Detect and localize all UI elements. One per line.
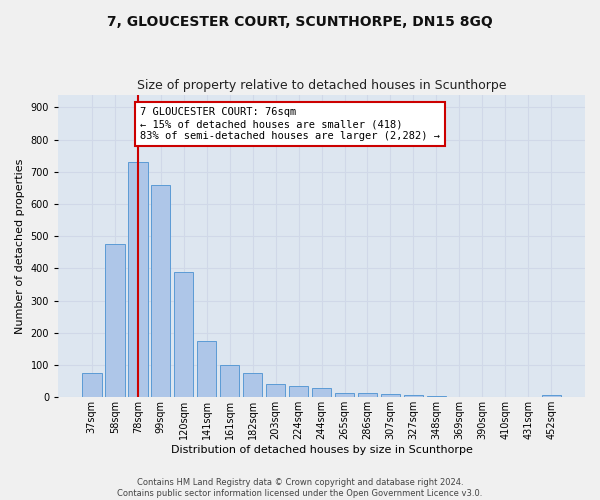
Bar [427, 396, 446, 398]
Bar [151, 184, 170, 398]
Text: 7, GLOUCESTER COURT, SCUNTHORPE, DN15 8GQ: 7, GLOUCESTER COURT, SCUNTHORPE, DN15 8G… [107, 15, 493, 29]
Bar [381, 394, 400, 398]
Bar [243, 373, 262, 398]
Bar [289, 386, 308, 398]
Text: 7 GLOUCESTER COURT: 76sqm
← 15% of detached houses are smaller (418)
83% of semi: 7 GLOUCESTER COURT: 76sqm ← 15% of detac… [140, 108, 440, 140]
X-axis label: Distribution of detached houses by size in Scunthorpe: Distribution of detached houses by size … [170, 445, 472, 455]
Bar [404, 394, 423, 398]
Bar [174, 272, 193, 398]
Bar [358, 393, 377, 398]
Bar [197, 341, 217, 398]
Bar [335, 393, 354, 398]
Bar [105, 244, 125, 398]
Y-axis label: Number of detached properties: Number of detached properties [15, 158, 25, 334]
Bar [220, 365, 239, 398]
Bar [312, 388, 331, 398]
Bar [266, 384, 286, 398]
Bar [82, 373, 101, 398]
Title: Size of property relative to detached houses in Scunthorpe: Size of property relative to detached ho… [137, 79, 506, 92]
Bar [542, 394, 561, 398]
Text: Contains HM Land Registry data © Crown copyright and database right 2024.
Contai: Contains HM Land Registry data © Crown c… [118, 478, 482, 498]
Bar [128, 162, 148, 398]
